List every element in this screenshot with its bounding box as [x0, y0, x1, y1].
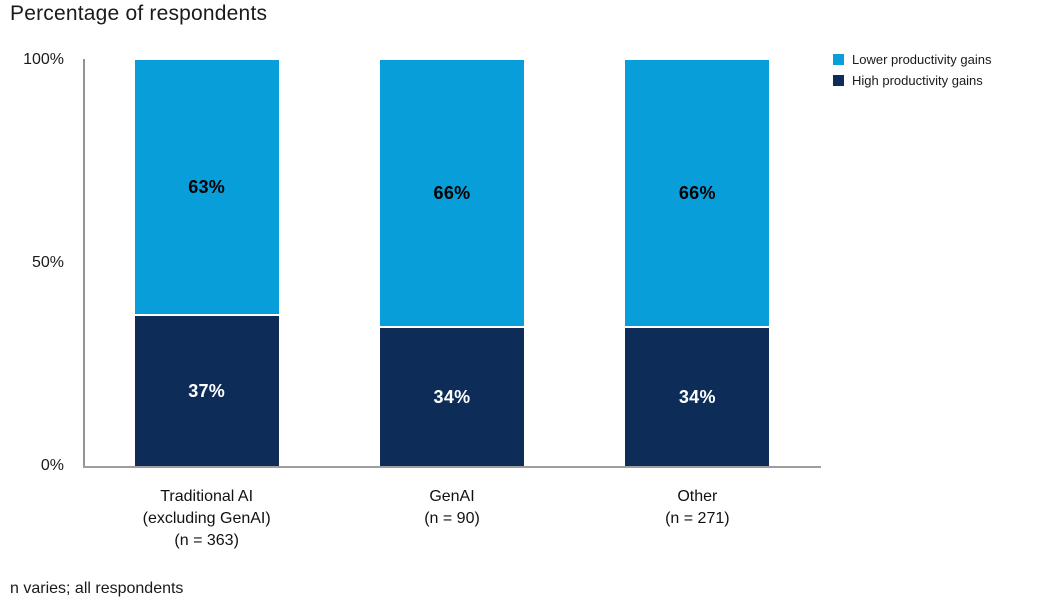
- legend-label: High productivity gains: [852, 73, 983, 88]
- bar-3-lower-segment: 66%: [625, 60, 770, 326]
- bar-1-lower-segment: 63%: [134, 60, 279, 314]
- bar-2-high-segment: 34%: [380, 328, 524, 466]
- bar-3-lower-value-label: 66%: [678, 182, 716, 203]
- x-label-line: (n = 90): [424, 510, 480, 527]
- bar-1-lower-value-label: 63%: [188, 176, 226, 197]
- legend-label: Lower productivity gains: [852, 52, 992, 67]
- segment-divider: [625, 326, 770, 328]
- x-label-line: (excluding GenAI): [142, 510, 271, 527]
- y-tick-0: 0%: [40, 457, 64, 474]
- segment-divider: [380, 326, 524, 328]
- legend: Lower productivity gains High productivit…: [833, 52, 991, 94]
- footnote: n varies; all respondents: [10, 580, 184, 597]
- x-axis-line: [83, 466, 821, 468]
- bar-1: 63% 37%: [134, 60, 279, 466]
- bar-3: 66% 34%: [625, 60, 770, 466]
- x-label-line: (n = 271): [665, 510, 730, 527]
- x-label-3: Other (n = 271): [575, 486, 819, 530]
- bar-2-high-value-label: 34%: [433, 386, 471, 407]
- bar-3-high-segment: 34%: [625, 328, 770, 466]
- bar-2-lower-value-label: 66%: [433, 182, 471, 203]
- segment-divider: [134, 314, 279, 316]
- x-label-1: Traditional AI (excluding GenAI) (n = 363): [85, 486, 329, 552]
- y-tick-50: 50%: [31, 254, 64, 271]
- x-label-line: Traditional AI: [160, 488, 254, 505]
- bar-2: 66% 34%: [380, 60, 524, 466]
- legend-item-2: High productivity gains: [833, 73, 991, 88]
- x-label-line: GenAI: [429, 488, 475, 505]
- legend-swatch-icon: [833, 54, 844, 65]
- bar-2-lower-segment: 66%: [380, 60, 524, 326]
- x-label-line: Other: [677, 488, 718, 505]
- legend-swatch-icon: [833, 75, 844, 86]
- legend-item-1: Lower productivity gains: [833, 52, 991, 67]
- bars-container: 63% 37% 66% 34% 66% 34%: [84, 60, 820, 466]
- bar-1-high-segment: 37%: [134, 316, 279, 466]
- y-axis-line: [83, 59, 85, 468]
- chart-title: Percentage of respondents: [10, 2, 268, 25]
- y-tick-100: 100%: [23, 51, 64, 68]
- bar-1-high-value-label: 37%: [188, 380, 226, 401]
- bar-3-high-value-label: 34%: [678, 386, 716, 407]
- x-label-line: (n = 363): [174, 532, 239, 549]
- x-label-2: GenAI (n = 90): [330, 486, 574, 530]
